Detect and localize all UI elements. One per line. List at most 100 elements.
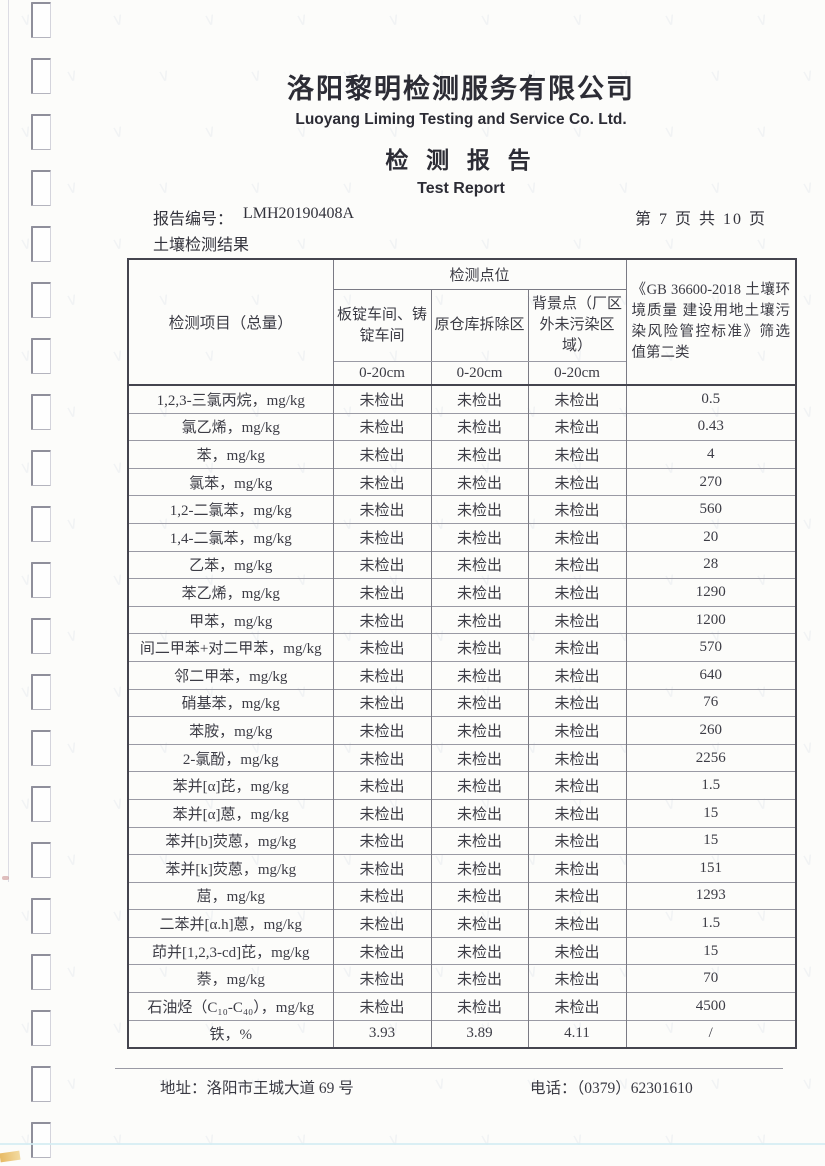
item-cell: 甲苯，mg/kg	[127, 605, 334, 634]
value-cell: 未检出	[430, 881, 529, 910]
watermark-glyph: ∨	[386, 8, 403, 32]
item-cell: 间二甲苯+对二甲苯，mg/kg	[127, 633, 334, 662]
limit-cell: 20	[625, 522, 797, 552]
limit-cell: 70	[625, 964, 797, 993]
page-indicator: 第 7 页 共 10 页	[634, 211, 767, 228]
watermark-glyph: ∨	[110, 344, 127, 368]
table-row: 硝基苯，mg/kg 未检出 未检出 未检出 76	[127, 688, 797, 717]
value-cell: 未检出	[527, 633, 627, 662]
column-header-depth-2: 0-20cm	[430, 361, 529, 386]
value-cell: 3.89	[430, 1019, 529, 1049]
value-cell: 未检出	[527, 771, 627, 800]
limit-cell: 4	[625, 440, 797, 469]
value-cell: 未检出	[430, 936, 529, 965]
item-cell: 石油烃（C₁₀-C₄₀），mg/kg	[127, 992, 334, 1021]
watermark-glyph: ∨	[110, 232, 127, 256]
watermark-glyph: ∨	[110, 792, 127, 816]
watermark-glyph: ∨	[110, 1128, 127, 1152]
binding-hole	[31, 786, 51, 822]
value-cell: 未检出	[430, 716, 529, 745]
value-cell: 未检出	[430, 605, 529, 634]
value-cell: 未检出	[332, 743, 432, 772]
header-row-points: 检测项目（总量） 检测点位 《GB 36600-2018 土壤环境质量 建设用地…	[127, 259, 797, 386]
item-cell: 二苯并[α.h]蒽，mg/kg	[127, 909, 334, 938]
watermark-glyph: ∨	[754, 1128, 771, 1152]
item-cell: 䓛，mg/kg	[127, 881, 334, 910]
table-row: 石油烃（C₁₀-C₄₀），mg/kg 未检出 未检出 未检出 4500	[127, 992, 797, 1021]
limit-cell: /	[625, 1019, 797, 1049]
table-row: 苯并[k]荧蒽，mg/kg 未检出 未检出 未检出 151	[127, 854, 797, 883]
binding-hole	[31, 1066, 51, 1102]
watermark-glyph: ∨	[662, 1128, 679, 1152]
binding-hole	[31, 394, 51, 430]
limit-cell: 0.43	[625, 412, 797, 441]
footer-divider	[115, 1068, 783, 1069]
table-row: 氯苯，mg/kg 未检出 未检出 未检出 270	[127, 467, 797, 496]
value-cell: 未检出	[430, 992, 529, 1021]
limit-cell: 1290	[625, 578, 797, 607]
binding-hole	[31, 338, 51, 374]
item-cell: 1,2,3-三氯丙烷，mg/kg	[127, 384, 334, 414]
value-cell: 未检出	[527, 798, 627, 827]
watermark-glyph: ∨	[64, 512, 81, 536]
value-cell: 未检出	[332, 936, 432, 965]
table-row: 䓛，mg/kg 未检出 未检出 未检出 1293	[127, 881, 797, 910]
column-header-item: 检测项目（总量）	[127, 259, 334, 386]
watermark-glyph: ∨	[110, 120, 127, 144]
value-cell: 未检出	[527, 688, 627, 717]
value-cell: 未检出	[332, 688, 432, 717]
watermark-glyph: ∨	[64, 736, 81, 760]
value-cell: 未检出	[527, 412, 627, 441]
scan-artifact-dot	[2, 876, 9, 880]
value-cell: 未检出	[527, 384, 627, 414]
item-cell: 茚并[1,2,3-cd]芘，mg/kg	[127, 936, 334, 965]
column-header-standard: 《GB 36600-2018 土壤环境质量 建设用地土壤污染风险管控标准》筛选值…	[625, 259, 797, 386]
watermark-glyph: ∨	[64, 288, 81, 312]
limit-cell: 0.5	[625, 384, 797, 414]
watermark-glyph: ∨	[110, 456, 127, 480]
binding-hole	[31, 618, 51, 654]
scan-artifact-line	[0, 1143, 825, 1145]
value-cell: 未检出	[527, 550, 627, 579]
item-cell: 硝基苯，mg/kg	[127, 688, 334, 717]
value-cell: 未检出	[332, 522, 432, 552]
limit-cell: 76	[625, 688, 797, 717]
value-cell: 未检出	[430, 854, 529, 883]
scan-artifact-mark	[0, 1150, 21, 1163]
binding-hole	[31, 1122, 51, 1158]
report-title-en: Test Report	[417, 180, 505, 197]
phone-label: 电话：	[530, 1080, 577, 1097]
watermark-glyph: ∨	[110, 8, 127, 32]
watermark-glyph: ∨	[800, 1072, 817, 1096]
table-row: 铁，% 3.93 3.89 4.11/	[127, 1019, 797, 1049]
value-cell: 4.11	[527, 1019, 627, 1049]
item-cell: 1,2-二氯苯，mg/kg	[127, 495, 334, 524]
report-meta-row: 报告编号： LMH20190408A 第 7 页 共 10 页	[127, 205, 795, 229]
value-cell: 未检出	[430, 660, 529, 690]
table-row: 苯，mg/kg 未检出 未检出 未检出 4	[127, 440, 797, 469]
binding-hole	[31, 730, 51, 766]
item-cell: 氯乙烯，mg/kg	[127, 412, 334, 441]
value-cell: 未检出	[430, 688, 529, 717]
value-cell: 未检出	[430, 467, 529, 496]
watermark-glyph: ∨	[64, 848, 81, 872]
value-cell: 未检出	[332, 771, 432, 800]
value-cell: 未检出	[527, 826, 627, 855]
value-cell: 未检出	[527, 992, 627, 1021]
watermark-glyph: ∨	[800, 736, 817, 760]
value-cell: 未检出	[527, 716, 627, 745]
limit-cell: 1.5	[625, 771, 797, 800]
scan-edge-line	[8, 0, 9, 882]
table-row: 1,4-二氯苯，mg/kg 未检出 未检出 未检出 20	[127, 522, 797, 552]
value-cell: 未检出	[332, 881, 432, 910]
limit-cell: 1293	[625, 881, 797, 910]
limit-cell: 640	[625, 660, 797, 690]
value-cell: 未检出	[332, 992, 432, 1021]
report-title-cn: 检 测 报 告	[385, 148, 537, 173]
binding-hole	[31, 674, 51, 710]
watermark-glyph: ∨	[800, 848, 817, 872]
table-row: 苯并[b]荧蒽，mg/kg 未检出 未检出 未检出 15	[127, 826, 797, 855]
value-cell: 未检出	[527, 881, 627, 910]
table-row: 茚并[1,2,3-cd]芘，mg/kg 未检出 未检出 未检出 15	[127, 936, 797, 965]
